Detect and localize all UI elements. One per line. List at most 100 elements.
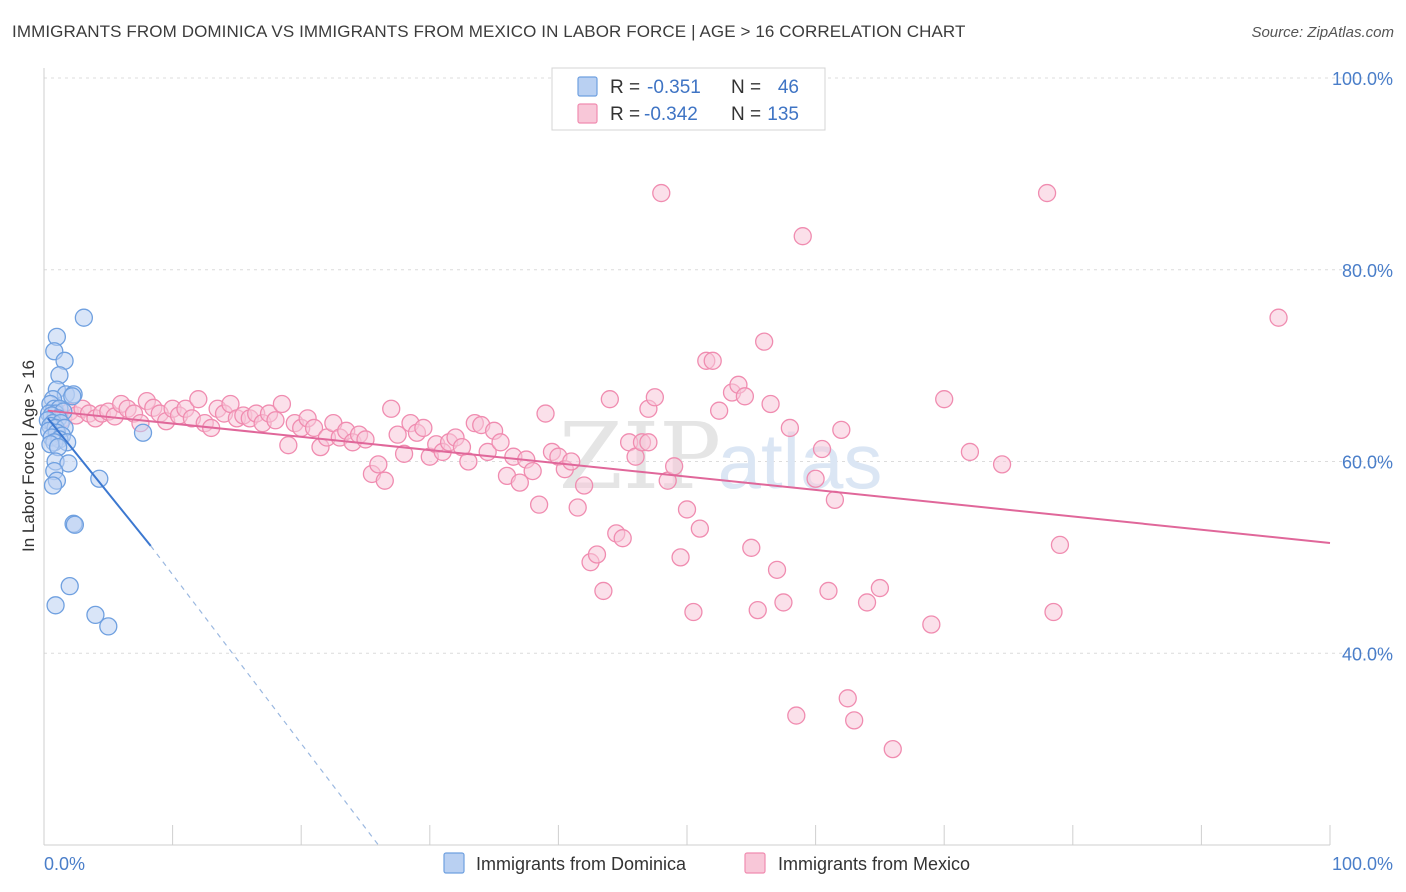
point-mexico-88 bbox=[613, 529, 632, 548]
point-mexico-127 bbox=[935, 390, 954, 409]
point-mexico-134 bbox=[639, 433, 658, 452]
legend-r-label-dominica: R = bbox=[610, 77, 640, 98]
point-mexico-76 bbox=[536, 404, 555, 423]
source-label: Source: ZipAtlas.com bbox=[1251, 24, 1394, 41]
legend-n-label-dominica: N = bbox=[731, 77, 761, 98]
point-dominica-40 bbox=[65, 515, 85, 534]
point-mexico-130 bbox=[1037, 183, 1057, 203]
point-dominica-44 bbox=[99, 617, 118, 636]
point-mexico-48 bbox=[356, 430, 375, 449]
point-mexico-122 bbox=[845, 711, 864, 730]
trend-extension-dominica bbox=[150, 545, 379, 846]
point-mexico-53 bbox=[388, 425, 407, 444]
stats-legend: R = -0.351 N = 46 R = -0.342 N = 135 bbox=[551, 67, 826, 131]
point-mexico-72 bbox=[510, 473, 529, 492]
chart-title: IMMIGRANTS FROM DOMINICA VS IMMIGRANTS F… bbox=[12, 22, 966, 41]
point-mexico-117 bbox=[812, 439, 832, 459]
point-mexico-54 bbox=[394, 444, 414, 463]
point-dominica-36 bbox=[43, 476, 63, 495]
point-dominica-33 bbox=[59, 454, 78, 473]
point-mexico-82 bbox=[574, 476, 594, 495]
point-mexico-118 bbox=[819, 581, 838, 601]
point-mexico-119 bbox=[825, 490, 845, 510]
series-legend: Immigrants from Dominica Immigrants from… bbox=[443, 852, 970, 874]
legend-swatch-mexico bbox=[577, 103, 598, 124]
point-dominica-43 bbox=[86, 605, 105, 625]
point-mexico-85 bbox=[594, 581, 613, 601]
point-dominica-37 bbox=[90, 469, 109, 488]
x-tick-label-100: 100.0% bbox=[1332, 854, 1393, 874]
point-mexico-129 bbox=[992, 455, 1012, 474]
point-mexico-36 bbox=[279, 436, 298, 455]
legend-n-value-mexico: 135 bbox=[767, 104, 799, 125]
point-mexico-97 bbox=[671, 548, 690, 567]
point-mexico-114 bbox=[787, 706, 806, 725]
point-mexico-100 bbox=[690, 519, 710, 538]
point-mexico-69 bbox=[491, 433, 510, 452]
point-mexico-86 bbox=[600, 390, 619, 409]
trend-line-dominica bbox=[47, 417, 152, 547]
point-mexico-64 bbox=[459, 452, 478, 471]
point-mexico-81 bbox=[568, 498, 587, 517]
point-mexico-126 bbox=[922, 615, 941, 634]
point-mexico-51 bbox=[375, 471, 394, 490]
point-mexico-74 bbox=[523, 461, 542, 481]
point-mexico-112 bbox=[774, 593, 793, 612]
bottom-legend-label-dominica: Immigrants from Dominica bbox=[476, 854, 687, 874]
legend-r-value-mexico: -0.342 bbox=[644, 104, 698, 125]
point-mexico-35 bbox=[272, 394, 292, 414]
point-mexico-116 bbox=[806, 469, 825, 488]
point-mexico-110 bbox=[761, 394, 780, 414]
point-mexico-40 bbox=[304, 418, 324, 438]
point-dominica-38 bbox=[133, 423, 153, 442]
trend-line-mexico bbox=[47, 409, 1331, 544]
point-mexico-57 bbox=[414, 418, 433, 438]
point-mexico-22 bbox=[189, 390, 208, 409]
watermark-atlas: atlas bbox=[718, 417, 883, 505]
y-tick-label-40: 40.0% bbox=[1342, 644, 1393, 664]
point-mexico-124 bbox=[870, 578, 890, 598]
legend-r-label-mexico: R = bbox=[610, 104, 640, 125]
point-mexico-80 bbox=[562, 452, 581, 471]
point-dominica-41 bbox=[60, 576, 79, 596]
point-mexico-109 bbox=[755, 332, 774, 351]
point-dominica-42 bbox=[46, 596, 65, 615]
point-mexico-84 bbox=[587, 545, 607, 564]
point-mexico-111 bbox=[767, 560, 787, 579]
legend-n-value-dominica: 46 bbox=[778, 77, 799, 98]
legend-r-value-dominica: -0.351 bbox=[647, 77, 701, 98]
tick-labels: 100.0% 80.0% 60.0% 40.0% 0.0% 100.0% bbox=[44, 69, 1393, 874]
point-mexico-52 bbox=[382, 399, 401, 418]
trend-lines bbox=[47, 409, 1331, 846]
watermark: ZIP atlas bbox=[559, 403, 882, 510]
point-mexico-125 bbox=[883, 739, 902, 759]
point-mexico-133 bbox=[1269, 308, 1288, 327]
point-mexico-103 bbox=[710, 401, 729, 420]
legend-swatch-dominica bbox=[577, 76, 598, 97]
y-axis-title: In Labor Force | Age > 16 bbox=[19, 360, 38, 552]
point-mexico-120 bbox=[832, 420, 851, 440]
point-mexico-107 bbox=[742, 538, 761, 557]
bottom-legend-swatch-dominica bbox=[443, 852, 465, 874]
point-mexico-106 bbox=[735, 387, 755, 406]
point-mexico-96 bbox=[664, 457, 684, 476]
x-tick-label-0: 0.0% bbox=[44, 854, 85, 874]
series-dominica bbox=[38, 308, 153, 636]
y-tick-label-100: 100.0% bbox=[1332, 69, 1393, 89]
point-mexico-93 bbox=[645, 388, 664, 407]
point-mexico-50 bbox=[369, 455, 388, 474]
point-mexico-94 bbox=[652, 183, 671, 203]
point-mexico-113 bbox=[780, 418, 800, 438]
y-tick-label-60: 60.0% bbox=[1342, 453, 1393, 473]
bottom-legend-label-mexico: Immigrants from Mexico bbox=[778, 854, 970, 874]
point-mexico-99 bbox=[684, 602, 703, 622]
series-mexico bbox=[47, 183, 1288, 759]
point-mexico-34 bbox=[266, 411, 285, 430]
point-mexico-75 bbox=[529, 495, 549, 514]
bottom-legend-swatch-mexico bbox=[744, 852, 766, 874]
point-mexico-128 bbox=[960, 442, 980, 462]
point-mexico-131 bbox=[1044, 602, 1063, 622]
point-mexico-132 bbox=[1050, 535, 1070, 555]
point-mexico-102 bbox=[703, 351, 722, 370]
